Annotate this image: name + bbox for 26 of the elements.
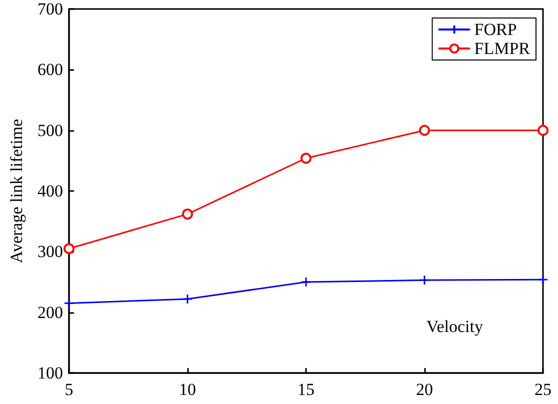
legend-label: FORP: [474, 20, 517, 39]
y-tick-label: 700: [38, 0, 63, 18]
point: [419, 124, 430, 136]
y-tick-label: 600: [38, 60, 63, 80]
point: [182, 208, 193, 220]
y-tick-label: 400: [38, 182, 63, 200]
y-tick-label: 100: [38, 364, 63, 382]
point: [538, 124, 548, 136]
legend-label: FLMPR: [474, 39, 531, 58]
point: [300, 152, 312, 164]
y-tick-label: 300: [38, 242, 63, 262]
x-tick-label: 15: [298, 380, 314, 399]
point: [64, 243, 74, 254]
x-tick-label: 25: [534, 380, 552, 399]
y-tick-label: 500: [38, 120, 63, 140]
point: [538, 274, 548, 285]
x-axis-title: Velocity: [426, 317, 484, 336]
point: [300, 276, 312, 288]
x-tick-label: 5: [64, 380, 74, 399]
point: [64, 298, 74, 308]
point: [419, 274, 430, 286]
x-tick-label: 10: [179, 380, 196, 399]
y-tick-label: 200: [38, 302, 63, 322]
point: [182, 294, 193, 304]
x-tick-label: 20: [416, 380, 433, 399]
y-axis-title: Average link lifetime: [7, 118, 26, 264]
